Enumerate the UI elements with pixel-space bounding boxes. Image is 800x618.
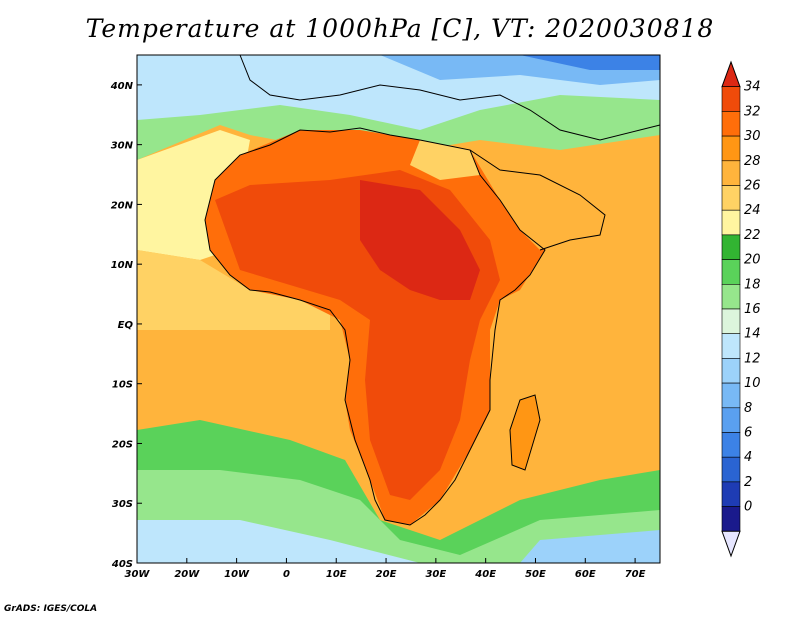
longitude-ticks: 30W 20W 10W 0 10E 20E 30E 40E 50E 60E 70E xyxy=(125,558,646,580)
colorbar-swatch xyxy=(721,308,741,335)
lat-tick-label: 40S xyxy=(111,559,133,570)
colorbar-swatch xyxy=(721,86,741,112)
colorbar-swatch xyxy=(721,506,741,532)
colorbar-swatch xyxy=(721,283,741,310)
colorbar-swatch xyxy=(721,234,741,260)
colorbar-label: 18 xyxy=(744,277,761,292)
colorbar-swatch xyxy=(721,209,741,236)
colorbar-label: 14 xyxy=(744,327,761,342)
colorbar-label: 12 xyxy=(744,351,761,366)
colorbar-swatch xyxy=(721,481,741,507)
colorbar-label: 34 xyxy=(744,80,761,95)
lon-tick-label: 20E xyxy=(376,569,397,580)
lat-tick-label: 30S xyxy=(112,499,133,510)
colorbar-max-arrow xyxy=(721,60,741,88)
colorbar-label: 32 xyxy=(744,104,761,119)
credit-label: GrADS: IGES/COLA xyxy=(4,604,98,614)
lon-tick-label: 30E xyxy=(425,569,446,580)
colorbar-swatch xyxy=(721,358,741,384)
colorbar-swatch xyxy=(721,382,741,409)
colorbar-swatch xyxy=(721,160,741,186)
lon-tick-label: 40E xyxy=(474,569,496,580)
colorbar-swatch xyxy=(721,259,741,285)
lon-tick-label: 30W xyxy=(125,569,151,580)
colorbar-swatch xyxy=(721,407,741,433)
colorbar-label: 6 xyxy=(744,426,752,441)
lat-tick-label: 30N xyxy=(111,141,134,152)
lon-tick-label: 10W xyxy=(224,569,250,580)
lat-tick-label: EQ xyxy=(118,320,134,331)
colorbar-label: 24 xyxy=(744,203,761,218)
latitude-ticks: 40N 30N 20N 10N EQ 10S 20S 30S 40S xyxy=(110,81,142,570)
colorbar-label: 28 xyxy=(744,154,761,169)
lon-tick-label: 60E xyxy=(575,569,596,580)
colorbar-label: 26 xyxy=(744,179,761,194)
chart-title: Temperature at 1000hPa [C], VT: 20200308… xyxy=(85,14,715,43)
colorbar-swatch xyxy=(721,432,741,458)
colorbar-label: 16 xyxy=(744,302,761,317)
colorbar-label: 2 xyxy=(744,475,752,490)
colorbar-min-arrow xyxy=(721,530,741,558)
colorbar-label: 10 xyxy=(744,376,761,391)
plot-frame xyxy=(136,54,661,564)
lon-tick-label: 50E xyxy=(525,569,546,580)
colorbar-label: 30 xyxy=(744,129,761,144)
map-field xyxy=(137,55,660,563)
lon-tick-label: 10E xyxy=(326,569,347,580)
colorbar-swatch xyxy=(721,333,741,359)
lon-tick-label: 20W xyxy=(174,569,200,580)
lon-tick-label: 70E xyxy=(625,569,646,580)
colorbar-label: 20 xyxy=(744,253,761,268)
lat-tick-label: 10N xyxy=(111,260,134,271)
lat-tick-label: 20N xyxy=(111,200,134,211)
lat-tick-label: 10S xyxy=(112,380,133,391)
colorbar-label: 4 xyxy=(744,450,752,465)
colorbar-swatch xyxy=(721,135,741,162)
colorbar-swatch xyxy=(721,456,741,483)
colorbar-label: 0 xyxy=(744,500,752,515)
lon-tick-label: 0 xyxy=(283,569,290,580)
colorbar-swatch xyxy=(721,185,741,211)
colorbar-label: 22 xyxy=(744,228,761,243)
coastlines xyxy=(204,54,661,526)
lat-tick-label: 20S xyxy=(112,439,133,450)
colorbar-swatch xyxy=(721,111,741,137)
colorbar-label: 8 xyxy=(744,401,752,416)
lat-tick-label: 40N xyxy=(110,81,134,92)
